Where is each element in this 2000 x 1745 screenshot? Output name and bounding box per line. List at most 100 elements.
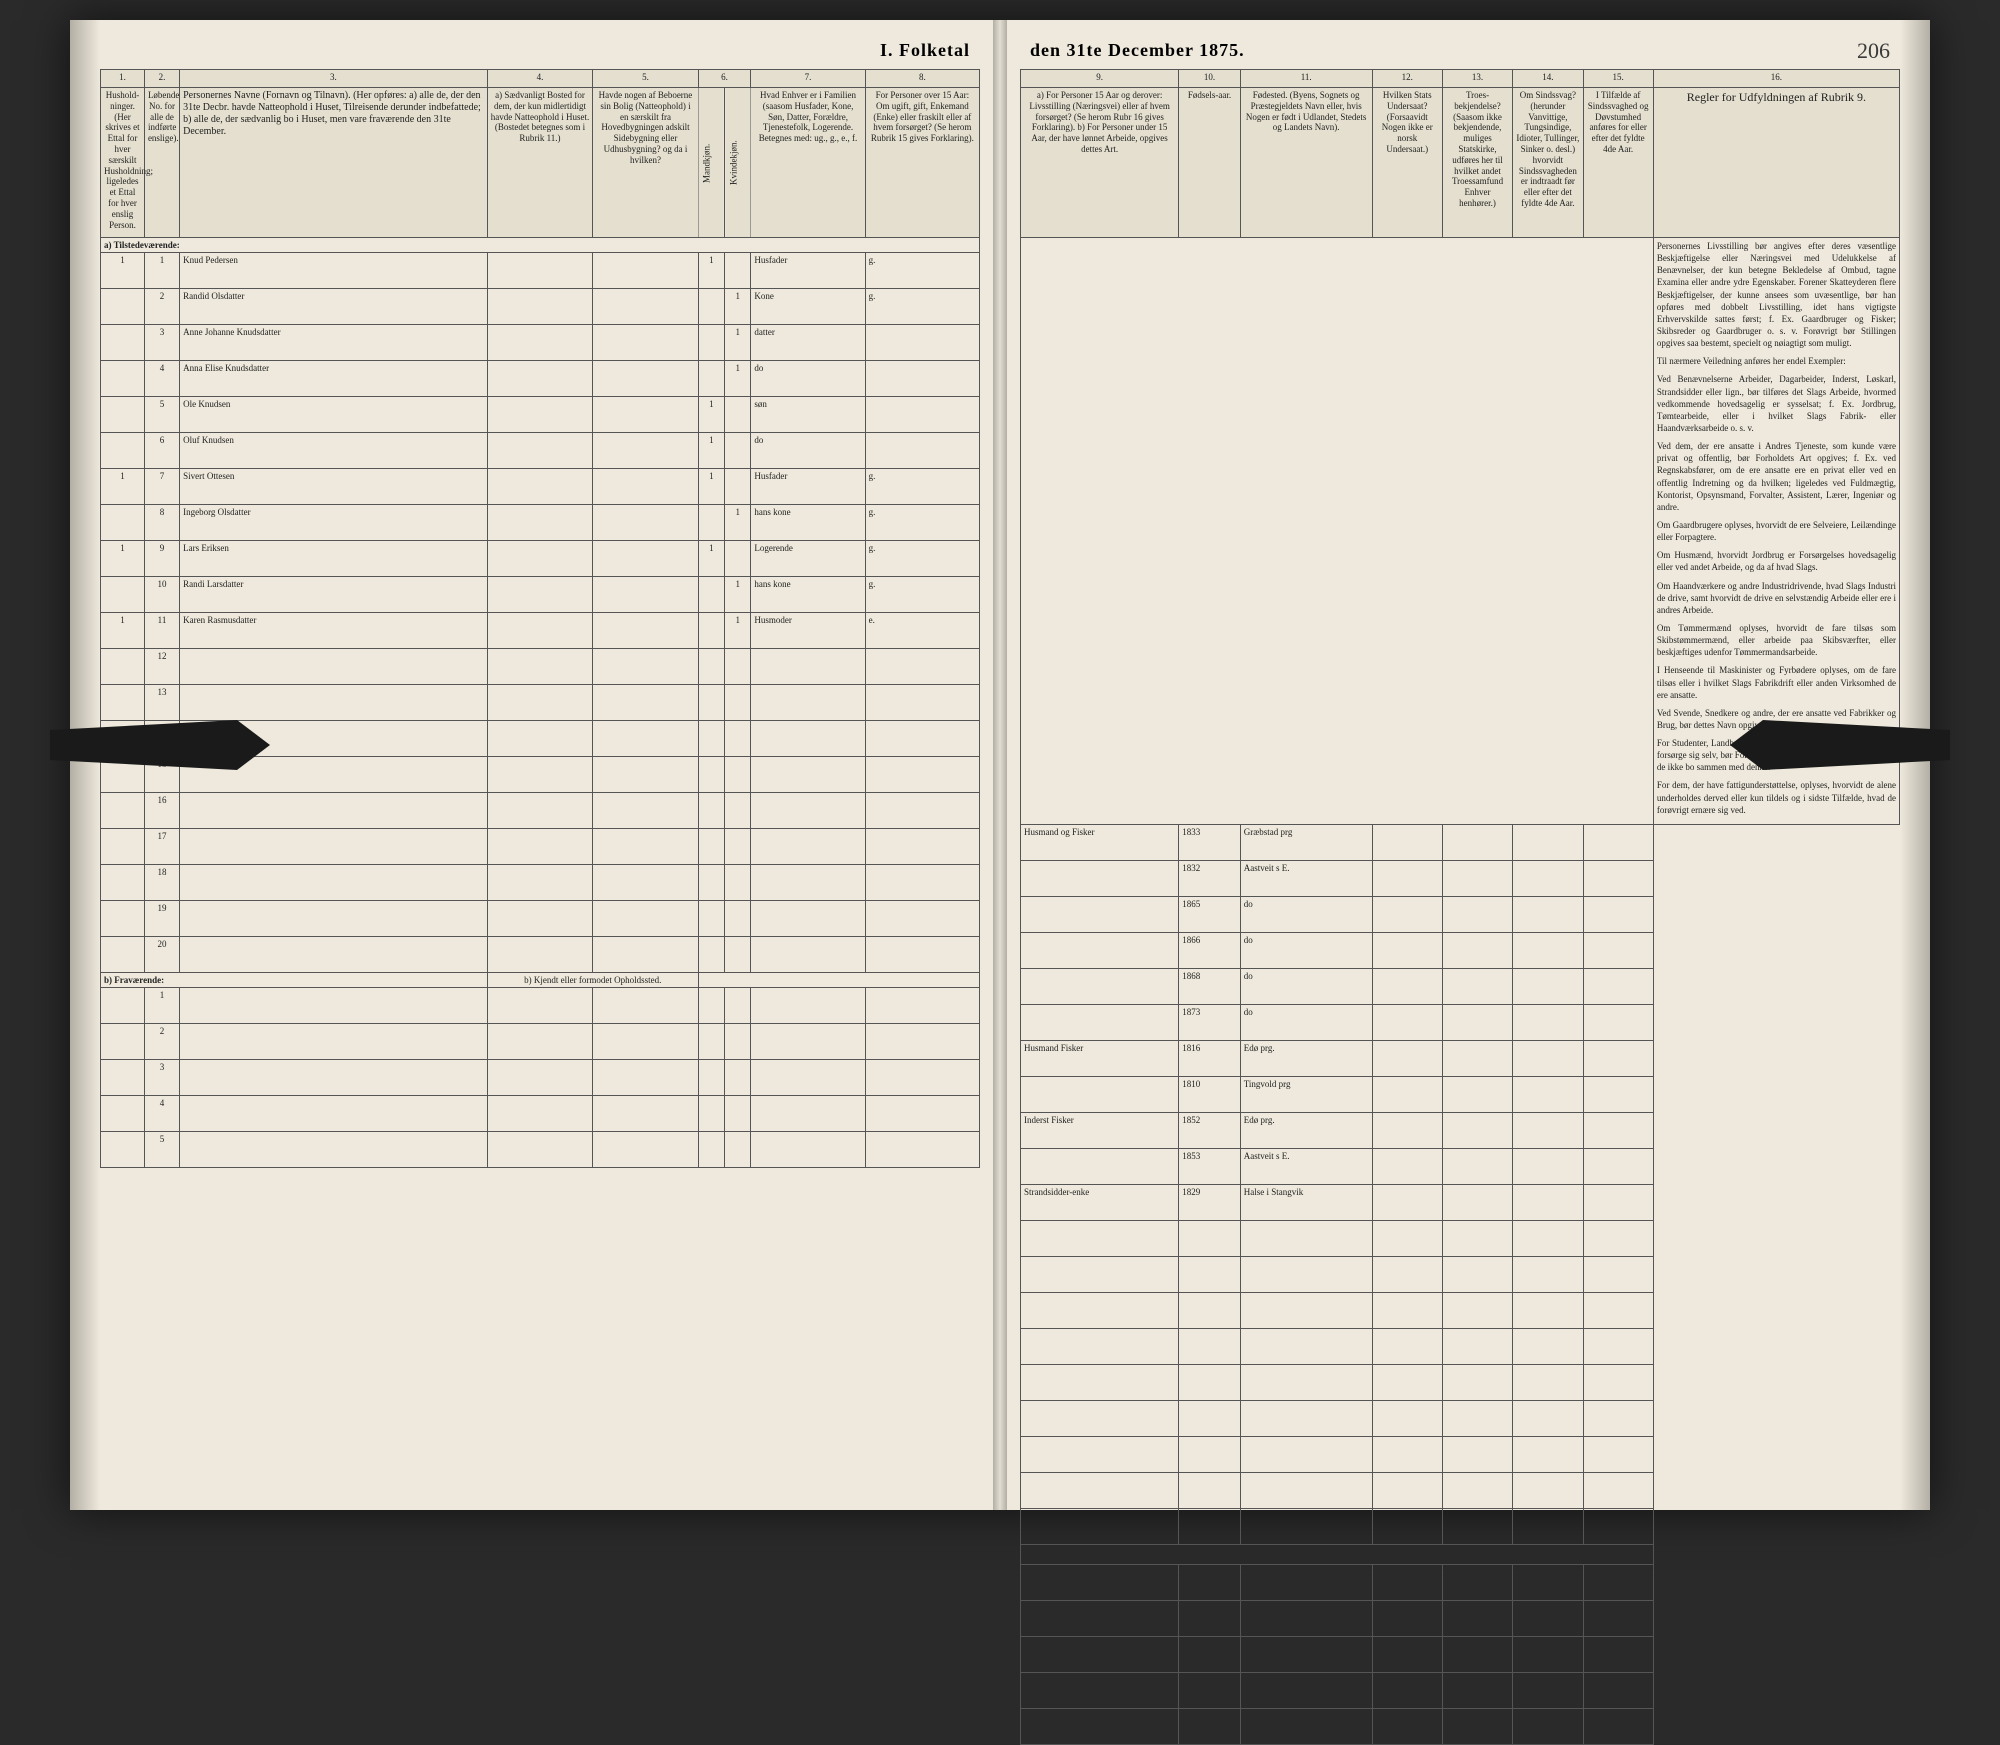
person-name: Anne Johanne Knudsdatter [180, 325, 488, 361]
col-6: 6. [698, 70, 751, 88]
bosted [487, 397, 592, 433]
row-num: 1 [144, 988, 179, 1024]
civil: g. [865, 253, 979, 289]
bolig [593, 433, 698, 469]
hdr-4: a) Sædvanligt Bosted for dem, der kun mi… [487, 88, 592, 238]
col-10: 10. [1179, 70, 1241, 88]
rules-paragraph: Om Husmænd, hvorvidt Jordbrug er Forsørg… [1657, 549, 1896, 573]
col-7: 7. [751, 70, 865, 88]
row-num: 10 [144, 577, 179, 613]
civil: g. [865, 469, 979, 505]
row-num: 17 [144, 829, 179, 865]
livsstilling [1021, 896, 1179, 932]
fodselsaar: 1866 [1179, 932, 1241, 968]
kk [725, 541, 751, 577]
mk: 1 [698, 433, 724, 469]
fodested: Edø prg. [1240, 1040, 1372, 1076]
census-table-left: 1. 2. 3. 4. 5. 6. 7. 8. Hushold-ninger. … [100, 69, 980, 1168]
row-num: 5 [144, 1132, 179, 1168]
hh-num [101, 433, 145, 469]
hdr-15: I Tilfælde af Sindssvaghed og Døvstumhed… [1583, 88, 1653, 238]
bosted [487, 577, 592, 613]
bolig [593, 505, 698, 541]
hh-num [101, 577, 145, 613]
rules-paragraph: Om Tømmermænd oplyses, hvorvidt de fare … [1657, 622, 1896, 658]
col-3: 3. [180, 70, 488, 88]
bosted [487, 541, 592, 577]
civil [865, 325, 979, 361]
person-name: Ole Knudsen [180, 397, 488, 433]
livsstilling [1021, 1148, 1179, 1184]
kk: 1 [725, 289, 751, 325]
civil: g. [865, 505, 979, 541]
row-num: 18 [144, 865, 179, 901]
row-num: 11 [144, 613, 179, 649]
kk [725, 253, 751, 289]
hh-num: 1 [101, 469, 145, 505]
bolig [593, 541, 698, 577]
person-name: Karen Rasmusdatter [180, 613, 488, 649]
fodselsaar: 1865 [1179, 896, 1241, 932]
rules-paragraph: Om Gaardbrugere oplyses, hvorvidt de ere… [1657, 519, 1896, 543]
person-name: Knud Pedersen [180, 253, 488, 289]
bosted [487, 253, 592, 289]
hh-num: 1 [101, 253, 145, 289]
row-num: 3 [144, 1060, 179, 1096]
kk: 1 [725, 325, 751, 361]
mk [698, 577, 724, 613]
civil [865, 361, 979, 397]
fodested: do [1240, 932, 1372, 968]
livsstilling [1021, 932, 1179, 968]
bolig [593, 613, 698, 649]
row-num: 4 [144, 1096, 179, 1132]
bolig [593, 397, 698, 433]
civil [865, 433, 979, 469]
fodselsaar: 1853 [1179, 1148, 1241, 1184]
kk: 1 [725, 613, 751, 649]
livsstilling [1021, 1076, 1179, 1112]
kk: 1 [725, 505, 751, 541]
fodselsaar: 1868 [1179, 968, 1241, 1004]
bolig [593, 361, 698, 397]
fodselsaar: 1829 [1179, 1184, 1241, 1220]
familie: datter [751, 325, 865, 361]
col-4: 4. [487, 70, 592, 88]
mk: 1 [698, 469, 724, 505]
rules-paragraph: For dem, der have fattigunderstøttelse, … [1657, 779, 1896, 815]
hh-num: 1 [101, 613, 145, 649]
fodested: Græbstad prg [1240, 824, 1372, 860]
row-num: 2 [144, 289, 179, 325]
hdr-1: Hushold-ninger. (Her skrives et Ettal fo… [101, 88, 145, 238]
fodested: Tingvold prg [1240, 1076, 1372, 1112]
familie: Husfader [751, 469, 865, 505]
hdr-2: Løbende No. for alle de indførte enslige… [144, 88, 179, 238]
bosted [487, 613, 592, 649]
census-table-right: 9. 10. 11. 12. 13. 14. 15. 16. a) For Pe… [1020, 69, 1900, 1745]
familie: søn [751, 397, 865, 433]
hdr-6b: Kvindekjøn. [725, 88, 751, 238]
rules-paragraph: Personernes Livsstilling bør angives eft… [1657, 240, 1896, 349]
civil: g. [865, 541, 979, 577]
livsstilling: Inderst Fisker [1021, 1112, 1179, 1148]
mk [698, 361, 724, 397]
rules-paragraph: Om Haandværkere og andre Industridrivend… [1657, 580, 1896, 616]
familie: hans kone [751, 577, 865, 613]
bolig [593, 469, 698, 505]
col-14: 14. [1513, 70, 1583, 88]
familie: Logerende [751, 541, 865, 577]
col-1: 1. [101, 70, 145, 88]
rules-paragraph: Ved dem, der ere ansatte i Andres Tjenes… [1657, 440, 1896, 513]
livsstilling [1021, 968, 1179, 1004]
page-number: 206 [1857, 38, 1890, 64]
col-16: 16. [1653, 70, 1899, 88]
hh-num [101, 397, 145, 433]
row-num: 7 [144, 469, 179, 505]
fodested: Halse i Stangvik [1240, 1184, 1372, 1220]
fodselsaar: 1816 [1179, 1040, 1241, 1076]
kk [725, 433, 751, 469]
fodested: Aastveit s E. [1240, 860, 1372, 896]
familie: hans kone [751, 505, 865, 541]
row-num: 4 [144, 361, 179, 397]
mk: 1 [698, 397, 724, 433]
row-num: 12 [144, 649, 179, 685]
